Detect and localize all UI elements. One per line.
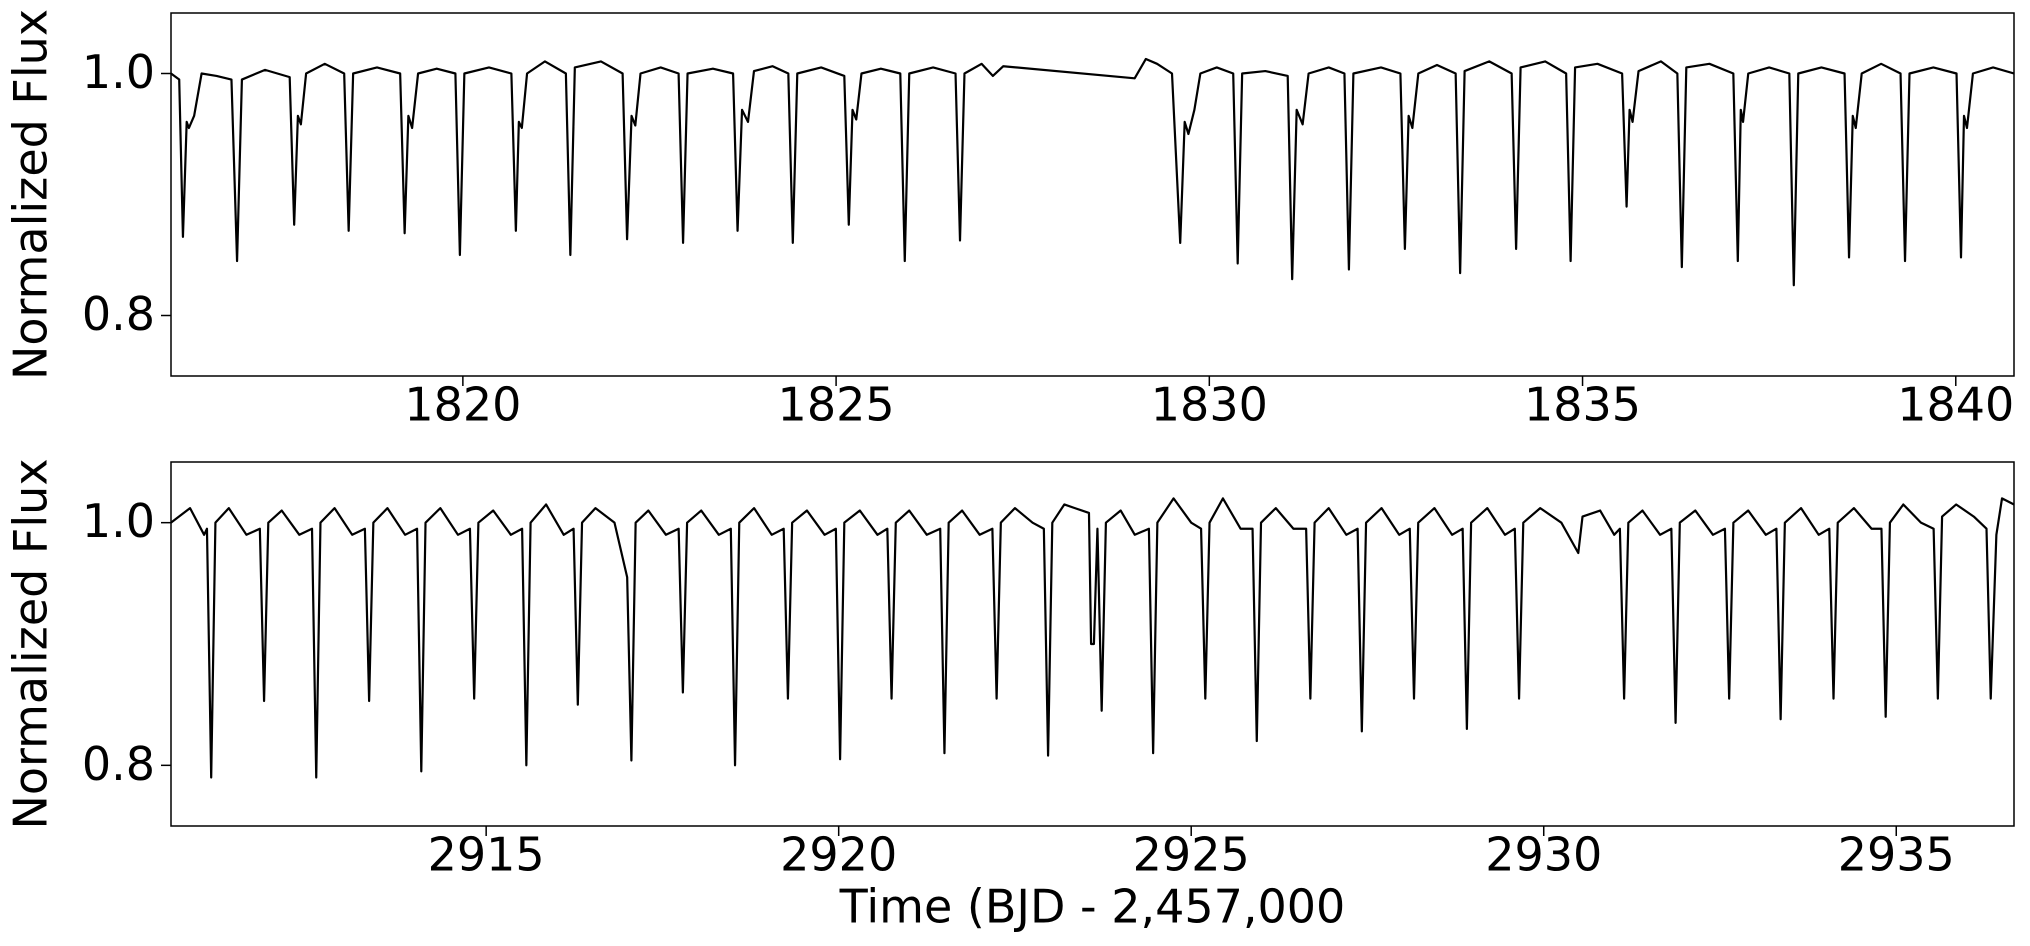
x-tick-label: 1835 [1524,378,1641,432]
x-tick-label: 1840 [1897,378,2014,432]
x-tick-label: 2920 [780,828,897,882]
x-tick-label: 1825 [778,378,895,432]
y-axis-label: Normalized Flux [4,9,58,380]
y-axis-label: Normalized Flux [4,458,58,829]
y-tick-label: 1.0 [82,494,155,548]
x-tick-label: 2930 [1485,828,1602,882]
x-tick-label: 2935 [1838,828,1955,882]
x-tick-label: 1820 [404,378,521,432]
y-tick-label: 1.0 [82,45,155,99]
light-curve [171,57,2014,287]
axes-frame [170,12,2015,377]
light-curve [171,497,2014,779]
y-tick-label: 0.8 [82,287,155,341]
x-tick-label: 2925 [1133,828,1250,882]
x-tick-label: 1830 [1151,378,1268,432]
y-tick-label: 0.8 [82,737,155,791]
x-axis-label: Time (BJD - 2,457,000 [839,880,1346,934]
axes-frame [170,461,2015,827]
x-tick-label: 2915 [428,828,545,882]
